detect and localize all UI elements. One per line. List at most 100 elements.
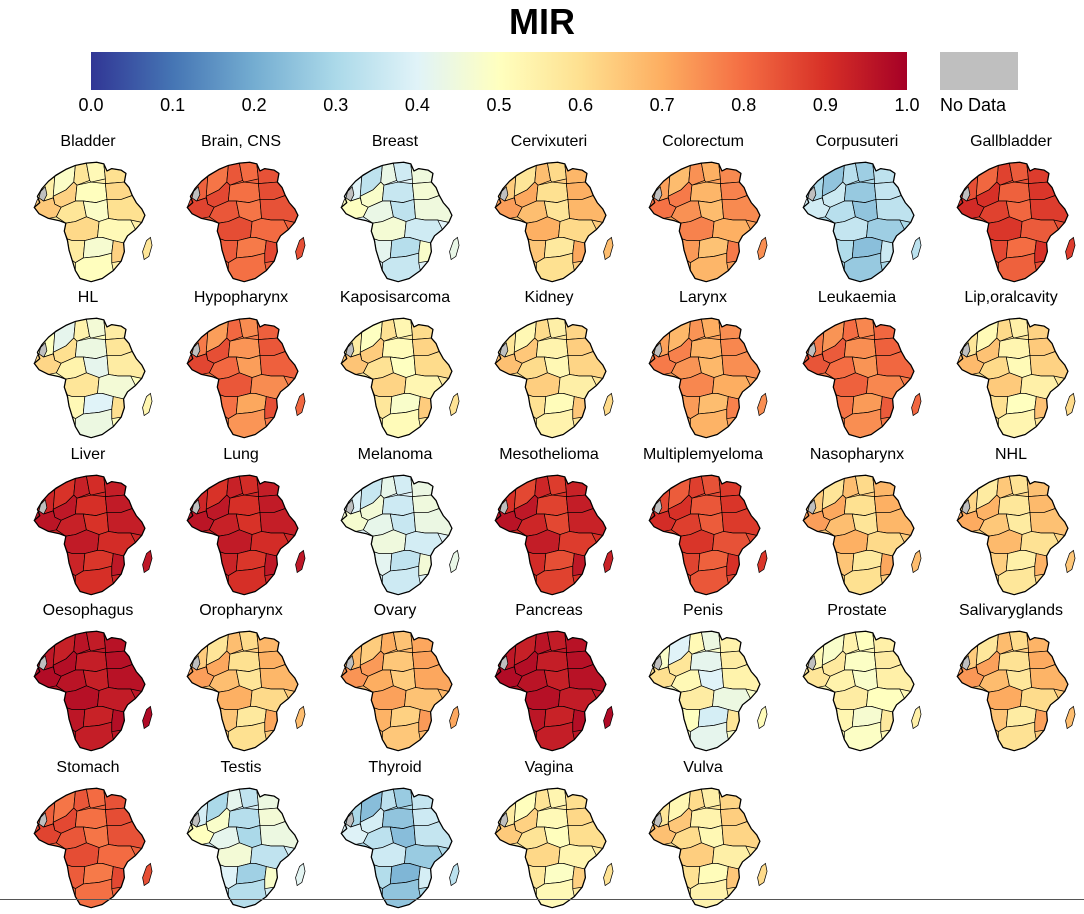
country-region	[689, 181, 723, 203]
country-region	[410, 319, 434, 340]
continent-outline	[494, 787, 607, 909]
country-region	[689, 494, 723, 516]
country-region	[239, 787, 259, 809]
continent-outline	[494, 630, 607, 752]
map-panel: NHL	[933, 445, 1084, 601]
madagascar-region	[449, 392, 460, 417]
no-data-swatch	[940, 52, 1018, 90]
continent-outline	[802, 474, 915, 596]
continent-outline	[494, 317, 607, 439]
country-region	[413, 664, 453, 692]
map-title: Larynx	[678, 289, 728, 306]
country-region	[843, 337, 877, 359]
map-panel: Thyroid	[317, 758, 473, 914]
country-region	[721, 195, 761, 223]
country-region	[111, 709, 125, 733]
country-region	[880, 396, 894, 420]
country-region	[726, 709, 740, 733]
continent-outline	[494, 474, 607, 596]
country-region	[74, 494, 108, 516]
country-region	[1029, 508, 1069, 536]
scale-tick-label: 0.6	[568, 95, 594, 115]
continent-outline	[186, 787, 299, 909]
madagascar-region	[603, 862, 614, 887]
map-panel: Mesothelioma	[471, 445, 627, 601]
map-panel: Prostate	[779, 601, 935, 757]
continent-outline	[340, 161, 453, 283]
madagascar-region	[911, 705, 922, 730]
country-region	[1034, 709, 1048, 733]
country-region	[997, 337, 1031, 359]
country-region	[418, 553, 432, 577]
map-title: Bladder	[60, 133, 116, 150]
country-region	[259, 664, 299, 692]
country-region	[74, 807, 108, 829]
map-panel: Cervixuteri	[471, 132, 627, 288]
madagascar-region	[757, 392, 768, 417]
country-region	[564, 789, 588, 810]
country-region	[264, 866, 278, 890]
continent-outline	[956, 317, 1069, 439]
country-region	[855, 474, 875, 496]
country-region	[264, 240, 278, 264]
country-region	[547, 474, 567, 496]
map-title: Vagina	[524, 759, 574, 776]
country-region	[1026, 632, 1050, 653]
country-region	[564, 632, 588, 653]
africa-choropleth-map	[33, 787, 153, 909]
map-panel: Melanoma	[317, 445, 473, 601]
africa-choropleth-map	[956, 317, 1076, 439]
africa-choropleth-map	[186, 474, 306, 596]
map-title: Lung	[223, 446, 259, 463]
country-region	[701, 474, 721, 496]
madagascar-region	[142, 705, 153, 730]
country-region	[721, 351, 761, 379]
madagascar-region	[757, 236, 768, 261]
country-region	[567, 195, 607, 223]
country-region	[256, 163, 280, 184]
country-region	[264, 396, 278, 420]
country-region	[726, 240, 740, 264]
country-region	[843, 494, 877, 516]
map-title: Penis	[682, 602, 724, 619]
continent-outline	[33, 787, 146, 909]
country-region	[875, 351, 915, 379]
country-region	[381, 807, 415, 829]
country-region	[872, 632, 896, 653]
map-panel: Vagina	[471, 758, 627, 914]
madagascar-region	[1065, 392, 1076, 417]
country-region	[381, 181, 415, 203]
africa-choropleth-map	[648, 161, 768, 283]
map-title: Melanoma	[357, 446, 433, 463]
map-title: Oesophagus	[42, 602, 134, 619]
country-region	[572, 866, 586, 890]
africa-choropleth-map	[648, 474, 768, 596]
country-region	[393, 161, 413, 183]
africa-choropleth-map	[956, 630, 1076, 752]
country-region	[239, 161, 259, 183]
map-title: Mesothelioma	[499, 446, 599, 463]
scale-tick-label: 0.0	[78, 95, 104, 115]
scale-tick-label: 0.1	[160, 95, 186, 115]
country-region	[410, 632, 434, 653]
country-region	[843, 181, 877, 203]
africa-choropleth-map	[186, 630, 306, 752]
country-region	[1026, 319, 1050, 340]
country-region	[103, 789, 127, 810]
madagascar-region	[449, 549, 460, 574]
africa-choropleth-map	[186, 161, 306, 283]
country-region	[880, 553, 894, 577]
country-region	[239, 317, 259, 339]
country-region	[74, 181, 108, 203]
country-region	[413, 508, 453, 536]
madagascar-region	[757, 549, 768, 574]
map-panel: Salivaryglands	[933, 601, 1084, 757]
country-region	[86, 474, 106, 496]
madagascar-region	[603, 549, 614, 574]
continent-outline	[956, 630, 1069, 752]
scale-tick-label: 0.9	[812, 95, 838, 115]
continent-outline	[802, 161, 915, 283]
country-region	[74, 337, 108, 359]
africa-choropleth-map	[802, 474, 922, 596]
country-region	[264, 553, 278, 577]
